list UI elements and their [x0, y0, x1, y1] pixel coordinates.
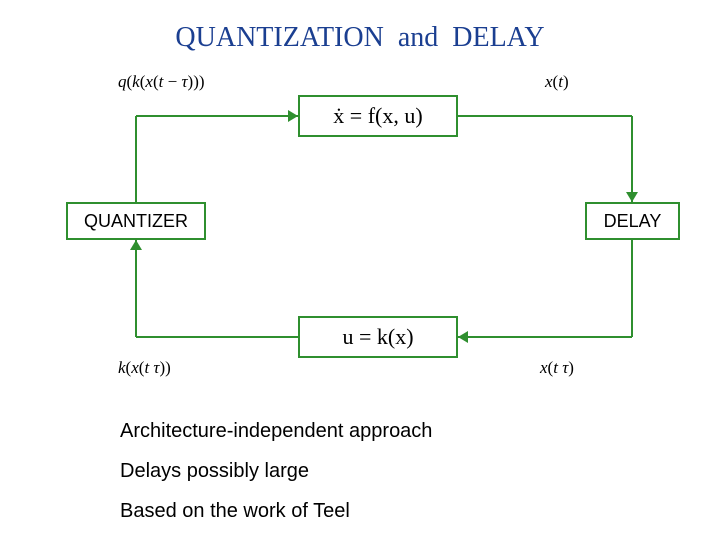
label-k_in: k(x(t τ))	[118, 358, 171, 378]
label-x_t: x(t)	[545, 72, 569, 92]
arrow-head	[458, 331, 468, 343]
arrow-seg	[631, 116, 633, 202]
arrow-seg	[135, 116, 137, 202]
label-q_out: q(k(x(t − τ)))	[118, 72, 205, 92]
box-delay: DELAY	[585, 202, 680, 240]
arrow-seg	[631, 240, 633, 337]
diagram-stage: QUANTIZATION and DELAY ẋ = f(x, u) QUANTIZ…	[0, 0, 720, 540]
arrow-seg	[458, 115, 632, 117]
arrow-seg	[136, 115, 298, 117]
label-x_delayed: x(t τ)	[540, 358, 574, 378]
arrow-head	[130, 240, 142, 250]
note-n2: Delays possibly large	[120, 460, 309, 483]
note-n3: Based on the work of Teel	[120, 500, 350, 523]
arrow-seg	[136, 336, 298, 338]
box-controller: u = k(x)	[298, 316, 458, 358]
slide-title: QUANTIZATION and DELAY	[0, 22, 720, 54]
arrow-seg	[458, 336, 632, 338]
arrow-head	[626, 192, 638, 202]
box-plant: ẋ = f(x, u)	[298, 95, 458, 137]
box-quantizer: QUANTIZER	[66, 202, 206, 240]
arrow-head	[288, 110, 298, 122]
note-n1: Architecture-independent approach	[120, 420, 432, 443]
arrow-seg	[135, 240, 137, 337]
